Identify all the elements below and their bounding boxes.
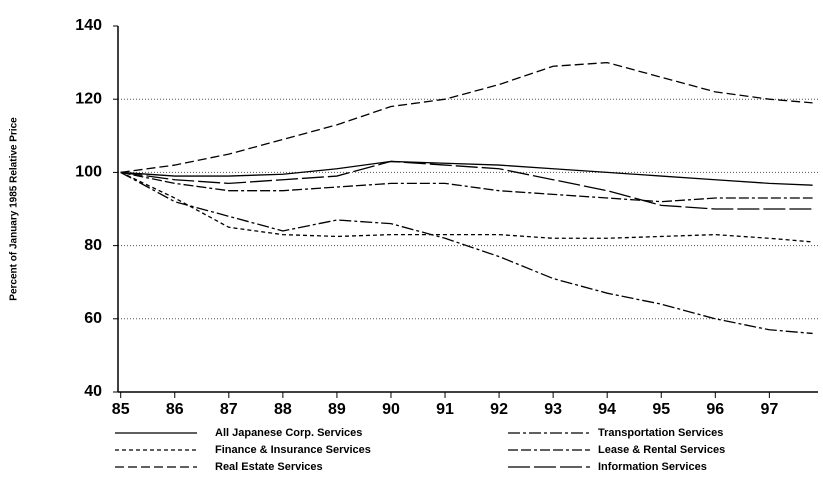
x-tick-label: 96 [706, 401, 724, 418]
x-tick-label: 90 [382, 401, 400, 418]
x-tick-label: 95 [652, 401, 670, 418]
x-tick-label: 88 [274, 401, 292, 418]
x-tick-label: 94 [598, 401, 616, 418]
y-tick-label: 60 [84, 310, 102, 327]
y-tick-label: 100 [75, 164, 102, 181]
y-tick-label: 40 [84, 383, 102, 400]
x-tick-label: 85 [112, 401, 130, 418]
x-tick-label: 91 [436, 401, 454, 418]
series-line [120, 160, 813, 186]
series-line [120, 171, 813, 243]
series-line [120, 171, 813, 203]
legend-label: Finance & Insurance Services [215, 444, 371, 456]
y-tick-label: 120 [75, 90, 102, 107]
x-tick-label: 86 [166, 401, 184, 418]
y-tick-label: 140 [75, 17, 102, 34]
series-line [120, 61, 813, 174]
y-tick-label: 80 [84, 237, 102, 254]
x-tick-label: 93 [544, 401, 562, 418]
x-tick-label: 89 [328, 401, 346, 418]
legend-label: Information Services [598, 461, 707, 473]
legend-label: Lease & Rental Services [598, 444, 725, 456]
series-line [120, 160, 813, 210]
legend-label: Real Estate Services [215, 461, 323, 473]
x-tick-label: 87 [220, 401, 238, 418]
series-line [120, 171, 813, 335]
legend-label: All Japanese Corp. Services [215, 427, 362, 439]
y-axis-label: Percent of January 1985 Relative Price [9, 117, 20, 301]
x-tick-label: 92 [490, 401, 508, 418]
legend-label: Transportation Services [598, 427, 723, 439]
x-tick-label: 97 [760, 401, 778, 418]
